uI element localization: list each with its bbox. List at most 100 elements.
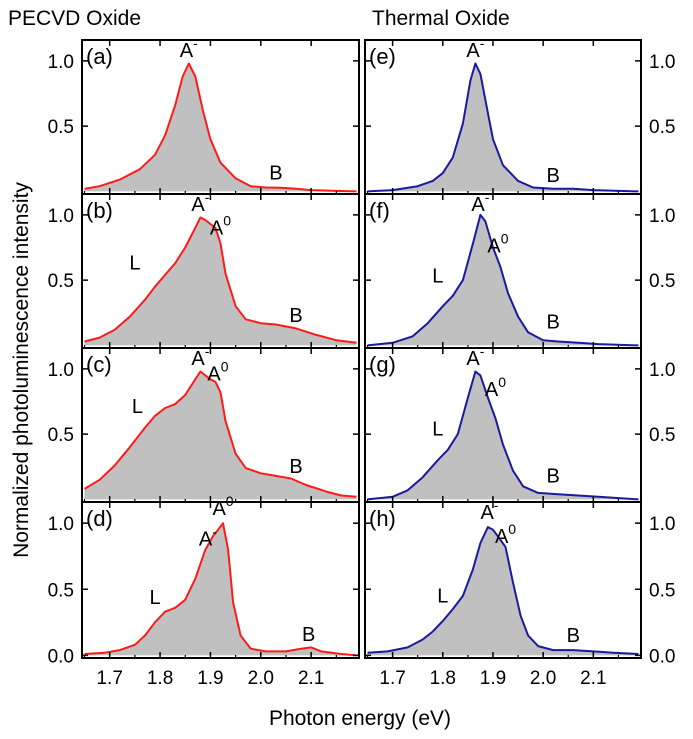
pl-area-fill <box>84 217 357 346</box>
y-tick-label: 0.5 <box>48 117 74 138</box>
panel-id-label: (a) <box>86 44 113 69</box>
pl-area-fill <box>367 527 639 656</box>
peak-label-A: A- <box>480 497 498 524</box>
peak-label-superscript: 0 <box>221 359 229 375</box>
panel-id-label: (d) <box>86 506 113 531</box>
panel-h: 1.7 1.8 1.9 2.0 2.1 0.0 0.5 1.0 (h) A-A0 L B <box>364 497 675 689</box>
peak-label-A: A- <box>191 189 209 216</box>
panel-id-label: (f) <box>369 198 390 223</box>
peak-label-A: A0 <box>212 493 233 520</box>
x-axis-label: Photon energy (eV) <box>269 707 451 730</box>
peak-label-superscript: 0 <box>498 374 506 390</box>
panel-id-label: (e) <box>369 44 396 69</box>
peak-label-superscript: 0 <box>501 231 509 247</box>
peak-label-A: A0 <box>485 374 506 401</box>
peak-label-L: L <box>437 585 448 607</box>
pl-spectrum-line <box>367 370 639 501</box>
peak-label-B: B <box>289 305 302 327</box>
y-tick-label: 1.0 <box>48 206 74 227</box>
peak-label-A: A0 <box>495 521 516 548</box>
peak-label-superscript: - <box>193 35 198 51</box>
pl-area-fill <box>367 63 639 192</box>
peak-label-superscript: - <box>480 343 485 359</box>
y-tick-label: 1.0 <box>649 52 675 73</box>
pl-spectrum-line <box>367 62 639 193</box>
peak-label-B: B <box>302 624 315 646</box>
peak-label-B: B <box>547 465 560 487</box>
y-tick-label: 1.0 <box>48 52 74 73</box>
y-axis-label: Normalized photoluminescence intensity <box>10 182 33 558</box>
y-tick-label: 1.0 <box>48 514 74 535</box>
y-tick-label: 0.0 <box>649 646 675 667</box>
peak-label-superscript: - <box>205 189 210 205</box>
y-tick-label: 0.5 <box>48 580 74 601</box>
y-tick-label: 0.5 <box>649 425 675 446</box>
peak-label-L: L <box>132 396 143 418</box>
panel-e: 0.5 1.0 (e) A- B <box>364 35 675 195</box>
pl-spectrum-line <box>84 62 357 193</box>
panel-a: 0.5 1.0 (a) A- B <box>48 35 360 195</box>
peak-label-L: L <box>432 266 443 288</box>
x-tick-label: 1.8 <box>430 668 456 689</box>
pl-area-fill <box>367 214 639 346</box>
y-tick-label: 0.5 <box>649 117 675 138</box>
panel-id-label: (b) <box>86 198 113 223</box>
peak-label-superscript: 0 <box>226 493 234 509</box>
peak-label-A: A- <box>180 35 198 62</box>
peak-label-A: A0 <box>210 212 231 239</box>
x-tick-label: 2.1 <box>298 668 324 689</box>
panel-frame <box>364 501 642 659</box>
y-tick-label: 1.0 <box>649 206 675 227</box>
peak-label-superscript: - <box>205 343 210 359</box>
peak-label-superscript: - <box>494 497 499 513</box>
pecvd-oxide-header: PECVD Oxide <box>8 7 141 30</box>
peak-label-superscript: 0 <box>508 521 516 537</box>
pl-spectrum-line <box>84 522 357 657</box>
x-tick-label: 2.0 <box>248 668 274 689</box>
x-tick-label: 1.8 <box>147 668 173 689</box>
x-tick-label: 1.7 <box>379 668 405 689</box>
y-tick-label: 0.5 <box>48 271 74 292</box>
y-tick-label: 1.0 <box>649 514 675 535</box>
peak-label-L: L <box>129 253 140 275</box>
peak-label-A: A- <box>466 343 484 370</box>
pl-spectrum-line <box>84 216 357 344</box>
panel-g: 0.5 1.0 (g) A-A0 L B <box>364 343 675 503</box>
peak-label-superscript: 0 <box>223 212 231 228</box>
pl-spectrum-line <box>367 526 639 655</box>
x-tick-label: 2.0 <box>530 668 556 689</box>
thermal-oxide-header: Thermal Oxide <box>372 7 510 30</box>
peak-label-A: A0 <box>207 359 228 386</box>
panel-id-label: (g) <box>369 352 396 377</box>
y-tick-label: 0.5 <box>649 271 675 292</box>
peak-label-B: B <box>547 165 560 187</box>
peak-label-L: L <box>432 418 443 440</box>
panel-frame <box>81 501 360 659</box>
peak-label-A: A- <box>466 35 484 62</box>
peak-label-A: A0 <box>487 231 508 258</box>
peak-label-B: B <box>547 311 560 333</box>
y-tick-label: 0.5 <box>48 425 74 446</box>
x-tick-label: 1.7 <box>96 668 122 689</box>
pl-spectrum-line <box>367 213 639 347</box>
pl-area-fill <box>84 63 357 192</box>
peak-label-B: B <box>289 456 302 478</box>
peak-label-superscript: - <box>485 189 490 205</box>
panel-f: 0.5 1.0 (f) A- A0 L B <box>364 189 675 349</box>
peak-label-superscript: - <box>480 35 485 51</box>
pl-area-fill <box>84 371 357 500</box>
peak-label-B: B <box>567 625 580 647</box>
panel-id-label: (c) <box>86 352 112 377</box>
y-tick-label: 0.5 <box>649 580 675 601</box>
y-tick-label: 1.0 <box>48 360 74 381</box>
peak-label-superscript: - <box>212 524 217 540</box>
x-tick-label: 2.1 <box>580 668 606 689</box>
pl-area-fill <box>84 523 357 656</box>
x-tick-label: 1.9 <box>480 668 506 689</box>
pl-area-fill <box>367 371 639 500</box>
y-tick-label: 1.0 <box>649 360 675 381</box>
